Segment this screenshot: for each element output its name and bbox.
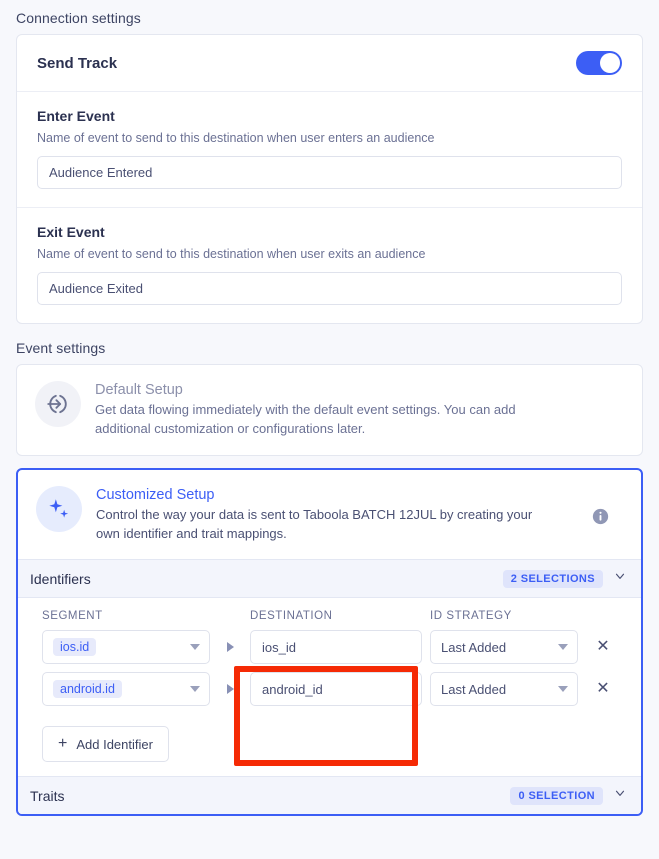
chevron-down-icon[interactable] [613, 569, 627, 588]
traits-header[interactable]: Traits 0 SELECTION [18, 776, 641, 815]
toggle-knob [600, 53, 620, 73]
customized-setup-text: Customized Setup Control the way your da… [96, 486, 578, 544]
chevron-down-icon [190, 644, 200, 651]
id-strategy-select[interactable]: Last Added [430, 672, 578, 707]
customized-setup-description: Control the way your data is sent to Tab… [96, 506, 533, 541]
enter-event-input[interactable] [37, 156, 622, 189]
exit-event-title: Exit Event [37, 224, 105, 240]
segment-select[interactable]: ios.id [42, 630, 210, 665]
default-setup-title: Default Setup [95, 382, 183, 398]
enter-event-block: Enter Event Name of event to send to thi… [17, 92, 642, 207]
exit-event-description: Name of event to send to this destinatio… [37, 247, 426, 261]
default-setup-description: Get data flowing immediately with the de… [95, 402, 516, 436]
connection-settings-heading: Connection settings [16, 10, 141, 26]
send-track-toggle[interactable] [576, 51, 622, 75]
plus-icon: + [58, 735, 68, 753]
destination-input[interactable] [250, 672, 422, 707]
identifiers-selection-badge: 2 SELECTIONS [502, 569, 603, 588]
customized-setup-card[interactable]: Customized Setup Control the way your da… [18, 470, 641, 560]
add-identifier-label: Add Identifier [76, 736, 153, 752]
customized-setup-panel[interactable]: Customized Setup Control the way your da… [16, 467, 643, 817]
customized-setup-title: Customized Setup [96, 486, 215, 503]
chevron-down-icon [190, 686, 200, 693]
default-setup-option[interactable]: Default Setup Get data flowing immediate… [16, 364, 643, 456]
mapping-arrow-icon [218, 684, 242, 695]
segment-select[interactable]: android.id [42, 672, 210, 707]
id-strategy-value: Last Added [441, 639, 507, 655]
table-row: android.id Last Added ✕ [32, 672, 627, 707]
exit-event-input[interactable] [37, 272, 622, 305]
sparkles-icon [36, 485, 82, 532]
default-setup-text: Default Setup Get data flowing immediate… [95, 381, 624, 439]
info-icon[interactable] [592, 508, 609, 530]
mapping-arrow-icon [218, 642, 242, 653]
identifiers-mapping-body: SEGMENT DESTINATION ID STRATEGY ios.id L… [18, 598, 641, 776]
identifiers-header[interactable]: Identifiers 2 SELECTIONS [18, 559, 641, 599]
id-strategy-value: Last Added [441, 681, 507, 697]
id-strategy-select[interactable]: Last Added [430, 630, 578, 665]
default-setup-card: Default Setup Get data flowing immediate… [17, 365, 642, 455]
add-identifier-button[interactable]: + Add Identifier [42, 726, 169, 763]
traits-header-right: 0 SELECTION [510, 786, 627, 805]
traits-selection-badge: 0 SELECTION [510, 786, 603, 805]
enter-event-title: Enter Event [37, 108, 115, 124]
remove-identifier-button[interactable]: ✕ [596, 680, 610, 698]
identifiers-title: Identifiers [30, 570, 91, 587]
remove-identifier-button[interactable]: ✕ [596, 638, 610, 656]
chevron-down-icon [558, 644, 568, 651]
segment-value: android.id [53, 680, 122, 699]
enter-arrow-icon [35, 381, 81, 427]
chevron-down-icon [558, 686, 568, 693]
identifiers-column-headers: SEGMENT DESTINATION ID STRATEGY [32, 610, 627, 630]
chevron-down-icon[interactable] [613, 786, 627, 805]
column-header-segment: SEGMENT [42, 610, 103, 623]
segment-value: ios.id [53, 638, 97, 657]
send-track-label: Send Track [37, 54, 118, 72]
table-row: ios.id Last Added ✕ [32, 630, 627, 665]
exit-event-block: Exit Event Name of event to send to this… [17, 207, 642, 323]
destination-input[interactable] [250, 630, 422, 665]
enter-event-description: Name of event to send to this destinatio… [37, 131, 435, 145]
column-header-id-strategy: ID STRATEGY [430, 610, 512, 623]
connection-settings-card: Send Track Enter Event Name of event to … [16, 34, 643, 324]
identifiers-header-right: 2 SELECTIONS [502, 569, 627, 588]
send-track-row: Send Track [17, 35, 642, 92]
event-settings-heading: Event settings [16, 340, 106, 356]
traits-title: Traits [30, 787, 65, 804]
column-header-destination: DESTINATION [250, 610, 333, 623]
